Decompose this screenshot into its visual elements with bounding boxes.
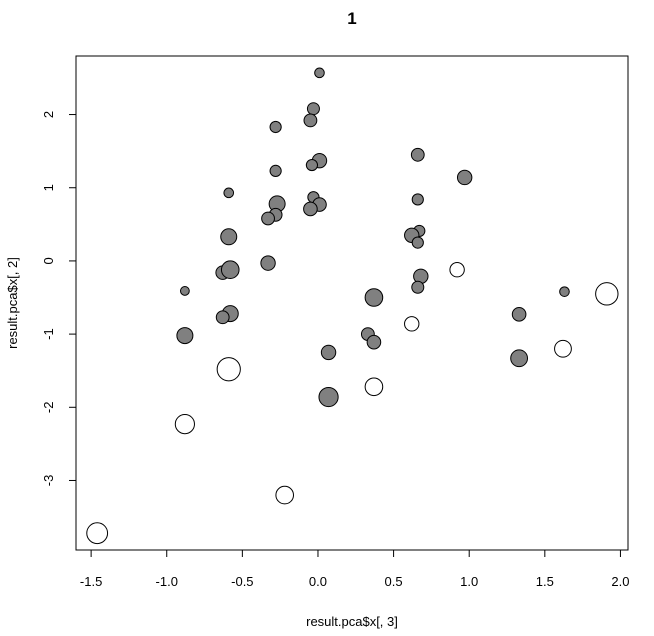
filled-point: [318, 386, 339, 408]
filled-point: [510, 349, 529, 368]
open-point: [275, 485, 295, 505]
filled-point: [176, 327, 194, 345]
filled-point: [411, 193, 424, 206]
y-tick-label: 2: [41, 111, 56, 118]
open-point: [86, 522, 109, 545]
x-tick-label: 1.5: [536, 574, 554, 589]
filled-point: [269, 120, 282, 134]
y-tick-label: 0: [41, 257, 56, 264]
y-axis-label: result.pca$x[, 2]: [5, 257, 20, 349]
filled-point: [260, 255, 276, 271]
filled-point: [411, 280, 425, 294]
filled-point: [223, 187, 235, 199]
filled-point: [410, 147, 425, 162]
plot-frame: [75, 55, 629, 551]
filled-point: [179, 286, 190, 296]
filled-point: [215, 310, 230, 325]
y-tick-label: -2: [41, 402, 56, 414]
x-tick-label: 1.0: [460, 574, 478, 589]
open-point: [404, 316, 420, 332]
filled-point: [559, 286, 570, 297]
filled-point: [366, 334, 382, 350]
filled-point: [261, 211, 275, 226]
filled-point: [511, 307, 527, 322]
x-axis: -1.5 -1.0 -0.5 0.0 0.5 1.0 1.5 2.0: [80, 549, 629, 589]
y-axis: -3 -2 -1 0 1 2: [41, 111, 77, 487]
filled-point: [303, 201, 318, 217]
x-tick-label: -1.5: [80, 574, 102, 589]
filled-point: [456, 169, 473, 186]
filled-point: [364, 288, 384, 307]
filled-point: [411, 236, 424, 249]
filled-point: [269, 164, 282, 178]
filled-point: [314, 67, 325, 79]
filled-point: [320, 344, 337, 361]
x-axis-label: result.pca$x[, 3]: [306, 614, 398, 629]
x-tick-label: 2.0: [611, 574, 629, 589]
open-point: [216, 357, 241, 382]
y-tick-label: -1: [41, 328, 56, 340]
open-point: [554, 339, 572, 358]
filled-point: [306, 102, 320, 116]
filled-point: [303, 113, 318, 128]
open-point: [449, 262, 465, 278]
filled-point: [220, 228, 238, 246]
x-tick-label: -0.5: [231, 574, 253, 589]
open-point: [174, 414, 195, 435]
open-point: [364, 377, 384, 397]
data-points: [86, 67, 619, 545]
x-tick-label: -1.0: [156, 574, 178, 589]
filled-point: [220, 260, 240, 280]
y-tick-label: -3: [41, 475, 56, 487]
y-tick-label: 1: [41, 184, 56, 191]
x-tick-label: 0.5: [385, 574, 403, 589]
open-point: [595, 282, 619, 306]
chart-title: 1: [347, 9, 356, 28]
x-tick-label: 0.0: [309, 574, 327, 589]
filled-point: [305, 158, 319, 172]
